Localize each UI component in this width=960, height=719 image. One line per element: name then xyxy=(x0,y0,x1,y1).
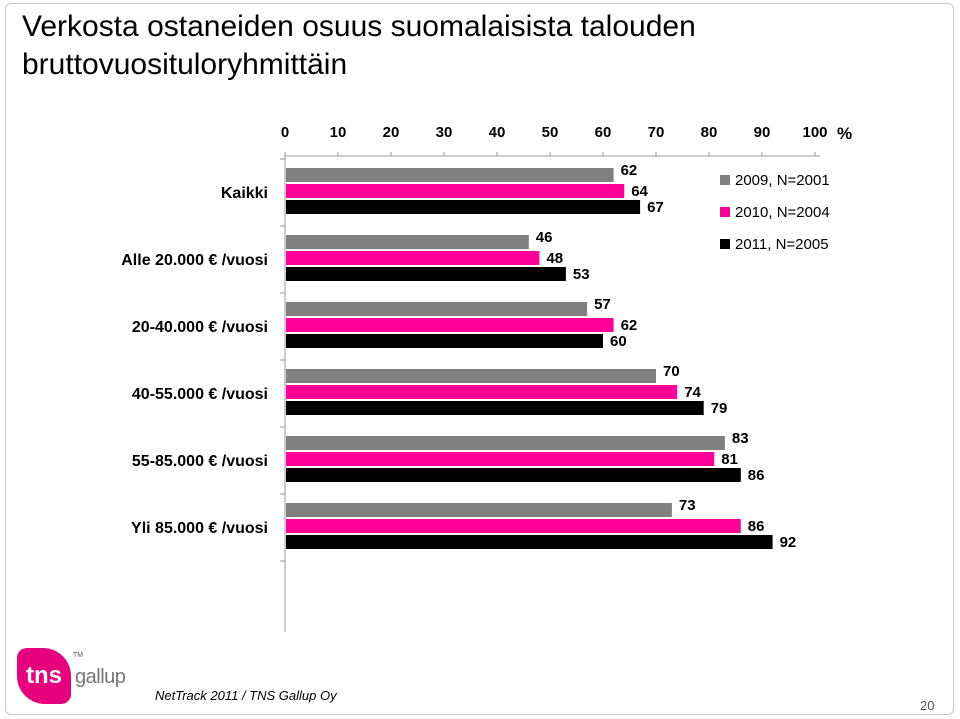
x-tick-label: 0 xyxy=(281,124,289,141)
data-label: 64 xyxy=(631,183,648,200)
data-label: 57 xyxy=(594,296,611,313)
bar xyxy=(286,401,704,415)
x-tick-label: 100 xyxy=(802,124,827,141)
data-label: 79 xyxy=(711,400,728,417)
legend-swatch xyxy=(720,239,730,249)
gallup-wordmark: gallup xyxy=(75,666,126,688)
bar xyxy=(286,318,614,332)
bar xyxy=(286,267,566,281)
page-number: 20 xyxy=(920,698,935,713)
legend-label: 2011, N=2005 xyxy=(735,236,829,253)
slide-title: Verkosta ostaneiden osuus suomalaisista … xyxy=(22,10,696,81)
legend-swatch xyxy=(720,207,730,217)
data-label: 70 xyxy=(663,363,680,380)
bar xyxy=(286,385,678,399)
data-label: 81 xyxy=(721,451,738,468)
legend-swatch xyxy=(720,175,730,185)
data-label: 86 xyxy=(748,518,765,535)
data-label: 48 xyxy=(546,250,563,267)
legend-label: 2010, N=2004 xyxy=(735,204,830,221)
data-label: 62 xyxy=(621,317,638,334)
bar xyxy=(286,334,603,348)
bar xyxy=(286,251,540,265)
bar xyxy=(286,200,641,214)
data-label: 60 xyxy=(610,333,627,350)
bar xyxy=(286,168,614,182)
data-label: 74 xyxy=(684,384,701,401)
legend-label: 2009, N=2001 xyxy=(735,172,830,189)
bar xyxy=(286,452,715,466)
bar xyxy=(286,436,725,450)
data-label: 53 xyxy=(573,266,590,283)
data-label: 86 xyxy=(748,467,765,484)
x-tick-label: 10 xyxy=(330,124,347,141)
bar xyxy=(286,235,529,249)
bar xyxy=(286,468,741,482)
category-label: Kaikki xyxy=(221,185,268,202)
x-tick-label: 50 xyxy=(542,124,559,141)
x-tick-label: 30 xyxy=(436,124,453,141)
data-label: 83 xyxy=(732,430,749,447)
slide-frame xyxy=(5,3,954,715)
tns-logo-mark: tns xyxy=(17,648,71,704)
x-tick-label: 60 xyxy=(595,124,612,141)
data-label: 67 xyxy=(647,199,664,216)
category-label: 55-85.000 € /vuosi xyxy=(132,453,268,470)
data-label: 73 xyxy=(679,497,696,514)
x-tick-label: 80 xyxy=(701,124,718,141)
tns-gallup-logo: tns TM gallup xyxy=(17,648,130,704)
category-label: 20-40.000 € /vuosi xyxy=(132,319,268,336)
footer-source: NetTrack 2011 / TNS Gallup Oy xyxy=(155,688,337,703)
x-tick-label: 40 xyxy=(489,124,506,141)
x-tick-label: 20 xyxy=(383,124,400,141)
bar xyxy=(286,503,672,517)
x-tick-label: 70 xyxy=(648,124,665,141)
data-label: 92 xyxy=(780,534,797,551)
bar xyxy=(286,184,625,198)
category-label: Yli 85.000 € /vuosi xyxy=(131,520,268,537)
data-label: 46 xyxy=(536,229,553,246)
bar xyxy=(286,519,741,533)
category-label: Alle 20.000 € /vuosi xyxy=(121,252,268,269)
bar xyxy=(286,369,656,383)
x-tick-label: 90 xyxy=(754,124,771,141)
x-axis-unit: % xyxy=(837,124,852,143)
logo-trademark: TM xyxy=(73,652,84,659)
bar xyxy=(286,302,588,316)
data-label: 62 xyxy=(621,162,638,179)
bar xyxy=(286,535,773,549)
category-label: 40-55.000 € /vuosi xyxy=(132,386,268,403)
